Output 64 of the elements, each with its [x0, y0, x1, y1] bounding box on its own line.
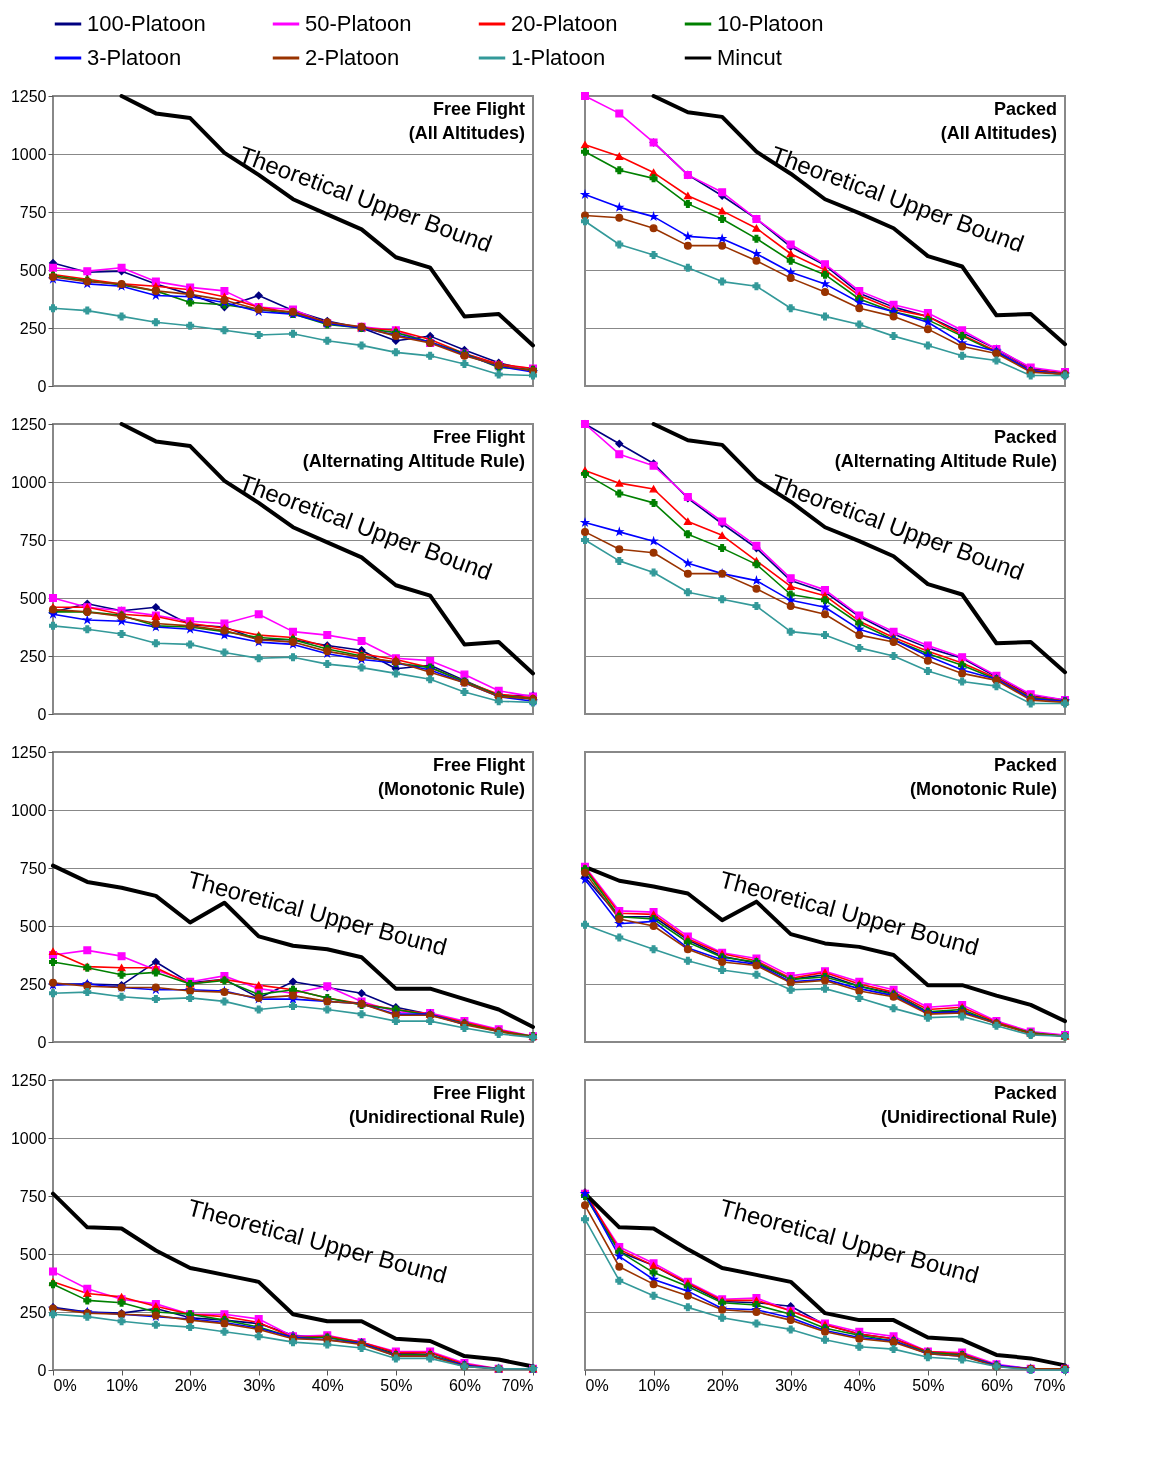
x-tick-label: 20% [706, 1376, 739, 1394]
chart-title: Packed [993, 427, 1057, 447]
y-tick-label: 250 [19, 975, 47, 993]
legend-label: 100-Platoon [87, 11, 206, 36]
x-tick-label: 60% [448, 1376, 481, 1394]
x-tick-label: 60% [980, 1376, 1013, 1394]
x-tick-label: 70% [501, 1376, 534, 1394]
text: (Alternating Altitude Rule) [302, 451, 525, 471]
x-tick-label: 40% [311, 1376, 344, 1394]
x-tick-label: 10% [106, 1376, 139, 1394]
y-tick-label: 750 [19, 203, 47, 221]
text: (All Altitudes) [940, 123, 1057, 143]
chart-title: Packed [993, 755, 1057, 775]
y-tick-label: 750 [19, 859, 47, 877]
legend-label: Mincut [717, 45, 782, 70]
y-tick-label: 750 [19, 1187, 47, 1205]
legend-label: 3-Platoon [87, 45, 182, 70]
x-tick-label: 30% [775, 1376, 808, 1394]
chart-title: Packed [993, 1083, 1057, 1103]
y-tick-label: 1000 [10, 145, 47, 163]
x-tick-label: 40% [843, 1376, 876, 1394]
y-tick-label: 0 [37, 1361, 47, 1379]
y-tick-label: 500 [19, 261, 47, 279]
x-tick-label: 10% [638, 1376, 671, 1394]
chart-title: Free Flight [432, 1083, 525, 1103]
y-tick-label: 250 [19, 647, 47, 665]
x-tick-label: 70% [1033, 1376, 1066, 1394]
chart-title: Free Flight [432, 427, 525, 447]
y-tick-label: 1000 [10, 801, 47, 819]
y-tick-label: 750 [19, 531, 47, 549]
chart-title: Free Flight [432, 755, 525, 775]
legend-label: 50-Platoon [305, 11, 412, 36]
y-tick-label: 500 [19, 1245, 47, 1263]
y-tick-label: 1250 [10, 1071, 47, 1089]
x-tick-label: 30% [243, 1376, 276, 1394]
x-tick-label: 20% [174, 1376, 207, 1394]
text: (Alternating Altitude Rule) [834, 451, 1057, 471]
x-tick-label: 50% [912, 1376, 945, 1394]
x-tick-label: 0% [585, 1376, 609, 1394]
legend-label: 10-Platoon [717, 11, 824, 36]
chart-title: Free Flight [432, 99, 525, 119]
y-tick-label: 0 [37, 1033, 47, 1051]
y-tick-label: 250 [19, 319, 47, 337]
text: (All Altitudes) [408, 123, 525, 143]
y-tick-label: 500 [19, 917, 47, 935]
y-tick-label: 1250 [10, 87, 47, 105]
legend-label: 1-Platoon [511, 45, 606, 70]
text: (Unidirectional Rule) [348, 1107, 525, 1127]
y-tick-label: 1250 [10, 415, 47, 433]
legend-label: 2-Platoon [305, 45, 400, 70]
y-tick-label: 1000 [10, 473, 47, 491]
text: (Monotonic Rule) [378, 779, 525, 799]
text: (Unidirectional Rule) [880, 1107, 1057, 1127]
y-tick-label: 500 [19, 589, 47, 607]
y-tick-label: 250 [19, 1303, 47, 1321]
x-tick-label: 50% [380, 1376, 413, 1394]
text: (Monotonic Rule) [910, 779, 1057, 799]
y-tick-label: 0 [37, 705, 47, 723]
x-tick-label: 0% [53, 1376, 77, 1394]
y-tick-label: 0 [37, 377, 47, 395]
y-tick-label: 1000 [10, 1129, 47, 1147]
y-tick-label: 1250 [10, 743, 47, 761]
chart-title: Packed [993, 99, 1057, 119]
legend-label: 20-Platoon [511, 11, 618, 36]
